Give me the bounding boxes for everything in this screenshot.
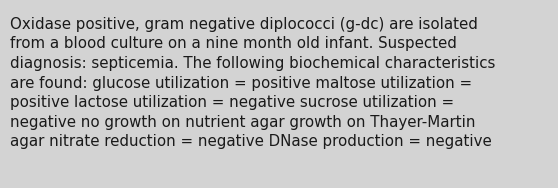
Text: Oxidase positive, gram negative diplococci (g-dc) are isolated
from a blood cult: Oxidase positive, gram negative diplococ…	[10, 17, 496, 149]
